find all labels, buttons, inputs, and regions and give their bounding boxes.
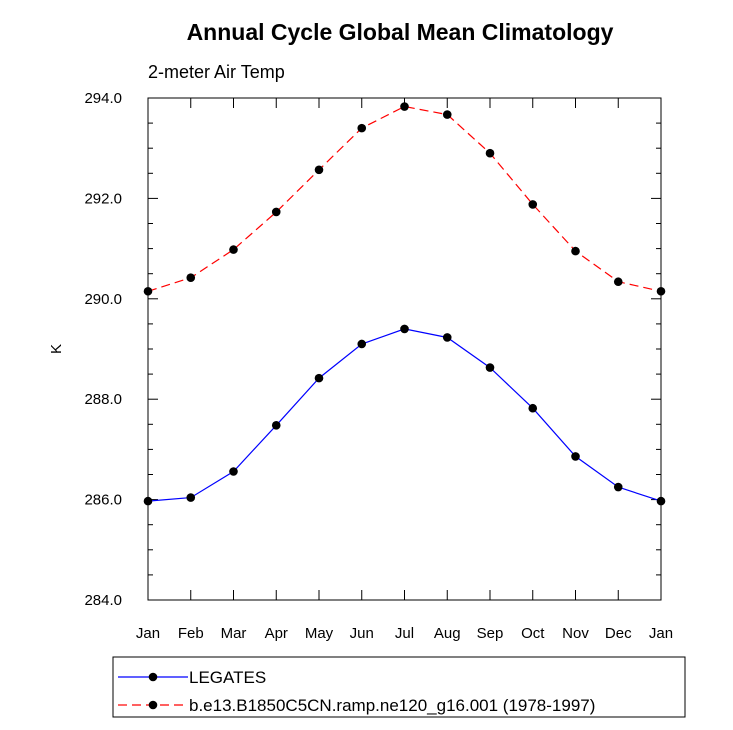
series-1-point	[400, 102, 409, 111]
legend-label-1: b.e13.B1850C5CN.ramp.ne120_g16.001 (1978…	[189, 696, 595, 715]
x-tick-label: Mar	[221, 625, 247, 642]
y-tick-label: 284.0	[84, 592, 122, 609]
series-0-point	[229, 467, 238, 476]
x-tick-label: Jan	[649, 625, 673, 642]
series-1-point	[485, 148, 495, 158]
legend-label-0: LEGATES	[189, 668, 266, 687]
series-0-point	[357, 339, 367, 349]
series-0-point	[400, 324, 409, 334]
series-1-point	[571, 246, 580, 256]
y-tick-label: 288.0	[84, 391, 122, 408]
y-tick-label: 290.0	[84, 291, 122, 308]
y-tick-label: 292.0	[84, 190, 122, 207]
series-1-point	[528, 200, 538, 209]
x-tick-label: Aug	[434, 625, 461, 642]
x-tick-label: Feb	[178, 625, 204, 642]
x-tick-label: Jan	[136, 625, 160, 642]
series-1-point	[613, 277, 623, 287]
series-0-point	[656, 496, 666, 506]
series-0-point	[186, 493, 196, 502]
series-1-point	[271, 207, 281, 217]
series-0-point	[613, 482, 623, 492]
series-line-1	[147, 105, 662, 292]
series-0-point	[314, 373, 324, 383]
series-1-point	[656, 286, 666, 296]
x-tick-label: Jul	[395, 625, 414, 642]
legend-box	[112, 656, 686, 718]
chart-title: Annual Cycle Global Mean Climatology	[187, 19, 614, 45]
x-tick-label: Dec	[605, 625, 632, 642]
series-line-0	[147, 328, 662, 502]
series-0-point	[143, 496, 153, 506]
x-tick-label: May	[305, 625, 334, 642]
legend: LEGATES b.e13.B1850C5CN.ramp.ne120_g16.00…	[112, 656, 686, 718]
y-tick-label: 286.0	[84, 492, 122, 509]
plot-frame	[147, 97, 662, 601]
series-0-point	[271, 421, 281, 430]
y-axis-label: K	[48, 344, 65, 354]
series-1-point	[357, 123, 367, 133]
chart-subtitle: 2-meter Air Temp	[148, 62, 285, 82]
series-0-point	[571, 452, 580, 461]
x-tick-label: Apr	[265, 625, 288, 642]
legend-marker-1	[148, 700, 158, 710]
series-1-point	[229, 245, 238, 254]
x-tick-label: Jun	[350, 625, 374, 642]
series-1-point	[143, 286, 153, 296]
x-tick-label: Nov	[562, 625, 589, 642]
legend-marker-0	[148, 672, 158, 682]
series-0-point	[485, 363, 495, 372]
series-layer	[143, 102, 666, 506]
series-0-point	[528, 403, 538, 413]
series-1-point	[186, 273, 196, 283]
series-1-point	[314, 165, 324, 175]
y-tick-label: 294.0	[84, 90, 122, 107]
axis-ticks: Jan Feb Mar Apr May Jun Jul Aug Sep Oct Nov Dec Jan 2…	[84, 90, 673, 642]
series-0-point	[442, 333, 452, 342]
x-tick-label: Sep	[477, 625, 504, 642]
series-1-point	[442, 110, 452, 119]
x-tick-label: Oct	[521, 625, 545, 642]
